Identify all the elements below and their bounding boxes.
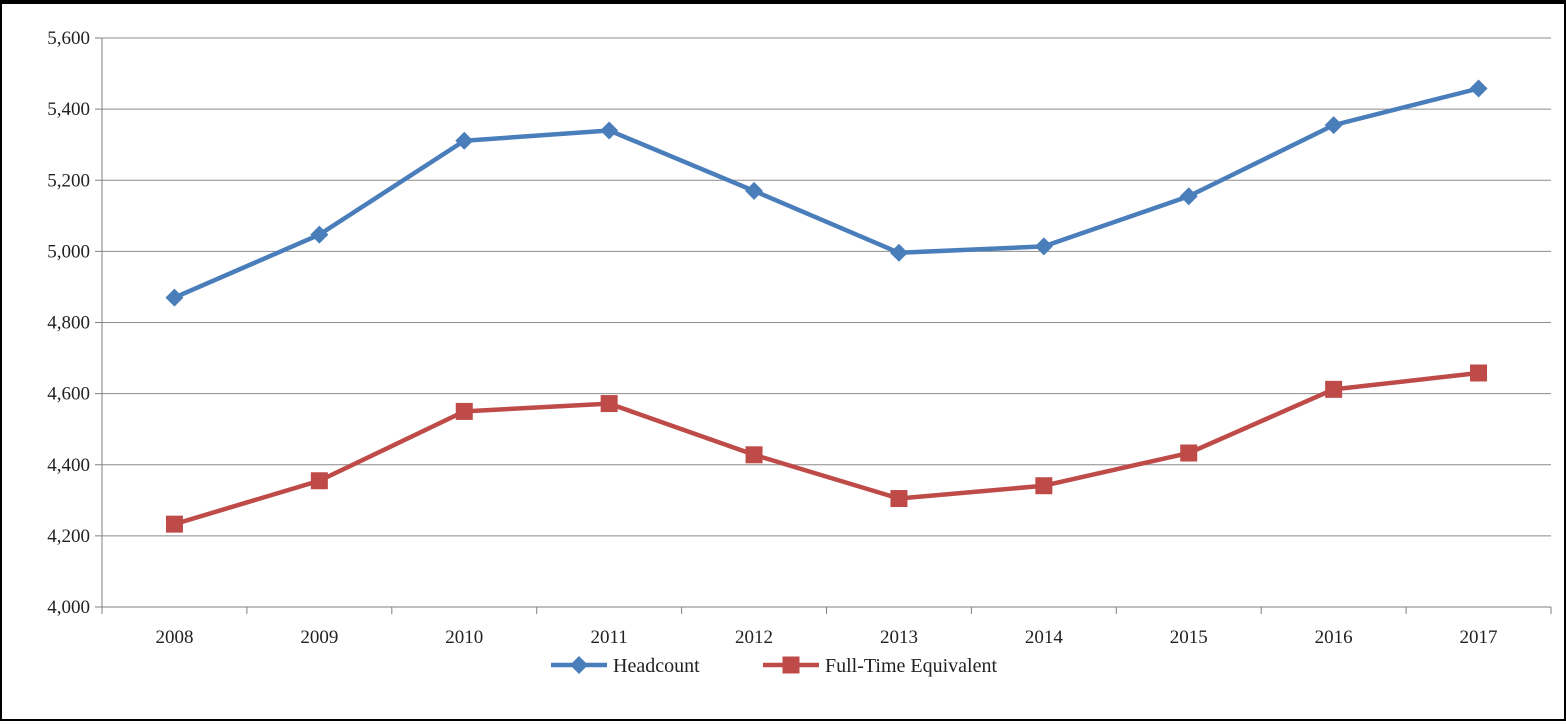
- series: [165, 79, 1488, 533]
- data-point: [310, 472, 328, 490]
- data-point: [1470, 364, 1488, 382]
- data-point: [745, 446, 763, 464]
- x-tick-labels: 2008 2009 2010 2011 2012 2013 2014 2015 2016 2017: [155, 627, 1497, 648]
- data-point: [1034, 237, 1053, 256]
- y-tick-label: 4,800: [47, 313, 90, 334]
- data-point: [1325, 380, 1343, 398]
- data-point: [890, 490, 908, 508]
- axes: [95, 37, 1552, 614]
- square-marker-icon: [782, 656, 800, 674]
- y-tick-label: 5,600: [47, 28, 90, 49]
- data-point: [165, 288, 184, 307]
- data-point: [600, 395, 618, 413]
- data-point: [600, 121, 619, 140]
- y-tick-label: 4,400: [47, 455, 90, 476]
- series-full-time-equivalent: [165, 364, 1488, 533]
- data-point: [310, 225, 329, 244]
- data-point: [1179, 187, 1198, 206]
- y-tick-label: 5,000: [47, 241, 90, 262]
- diamond-marker-icon: [570, 656, 588, 674]
- data-point: [745, 181, 764, 200]
- x-tick-label: 2016: [1315, 627, 1353, 648]
- x-tick-label: 2015: [1170, 627, 1208, 648]
- x-tick-label: 2017: [1460, 627, 1498, 648]
- data-point: [1469, 79, 1488, 98]
- y-tick-label: 5,200: [47, 170, 90, 191]
- x-tick-label: 2010: [445, 627, 483, 648]
- x-tick-label: 2012: [735, 627, 773, 648]
- data-point: [455, 402, 473, 420]
- legend-item: Full-Time Equivalent: [763, 655, 997, 677]
- legend-label: Full-Time Equivalent: [825, 655, 997, 677]
- series-line: [173, 370, 1479, 527]
- legend: Headcount Full-Time Equivalent: [551, 655, 997, 677]
- y-tick-label: 4,200: [47, 526, 90, 547]
- x-tick-label: 2014: [1025, 627, 1064, 648]
- line-chart: 4,000 4,200 4,400 4,600 4,800 5,000 5,200 5,400…: [47, 28, 1552, 677]
- data-point: [455, 131, 474, 150]
- x-tick-label: 2013: [880, 627, 918, 648]
- y-tick-label: 4,600: [47, 384, 90, 405]
- series-headcount: [165, 79, 1488, 307]
- data-point: [165, 515, 183, 533]
- data-point: [1324, 116, 1343, 135]
- gridlines: [102, 37, 1551, 537]
- data-point: [1180, 444, 1198, 462]
- y-tick-label: 4,000: [47, 597, 90, 618]
- data-point: [889, 243, 908, 262]
- series-line: [173, 86, 1480, 300]
- data-point: [1035, 477, 1053, 495]
- legend-label: Headcount: [613, 655, 700, 677]
- x-tick-label: 2009: [300, 627, 338, 648]
- legend-item: Headcount: [551, 655, 700, 677]
- y-tick-labels: 4,000 4,200 4,400 4,600 4,800 5,000 5,200 5,400…: [47, 28, 90, 618]
- x-tick-label: 2011: [591, 627, 628, 648]
- y-tick-label: 5,400: [47, 99, 90, 120]
- x-tick-label: 2008: [155, 627, 193, 648]
